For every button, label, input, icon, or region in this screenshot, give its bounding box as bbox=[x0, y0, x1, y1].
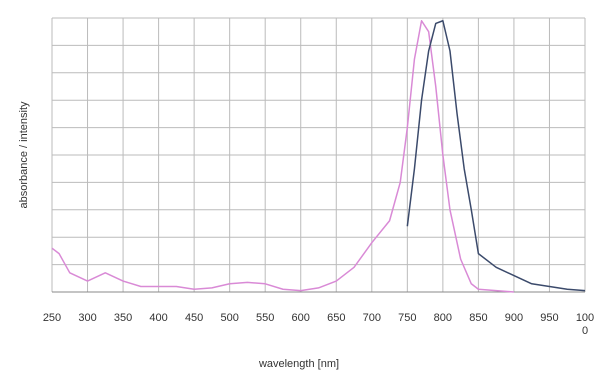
x-tick-label: 300 bbox=[78, 312, 97, 324]
x-tick-label: 650 bbox=[327, 312, 346, 324]
x-tick-label: 500 bbox=[220, 312, 239, 324]
series-line bbox=[406, 19, 586, 292]
x-axis-label: wavelength [nm] bbox=[258, 358, 340, 370]
y-axis-label: absorbance / intensity bbox=[18, 101, 30, 209]
x-tick-label: 950 bbox=[540, 312, 559, 324]
x-tick-label: 400 bbox=[149, 312, 168, 324]
series-line bbox=[51, 19, 514, 293]
x-tick-label: 900 bbox=[504, 312, 524, 324]
x-tick-label: 700 bbox=[362, 312, 381, 324]
x-tick-label: 850 bbox=[469, 312, 488, 324]
x-tick-label: 250 bbox=[42, 312, 62, 324]
x-tick-label: 550 bbox=[256, 312, 275, 324]
x-tick-label: 800 bbox=[433, 312, 453, 324]
x-tick-label: 1000 bbox=[575, 312, 595, 337]
x-tick-label: 450 bbox=[184, 312, 204, 324]
x-tick-label: 350 bbox=[113, 312, 133, 324]
x-tick-label: 750 bbox=[398, 312, 417, 324]
x-tick-label: 600 bbox=[291, 312, 310, 324]
